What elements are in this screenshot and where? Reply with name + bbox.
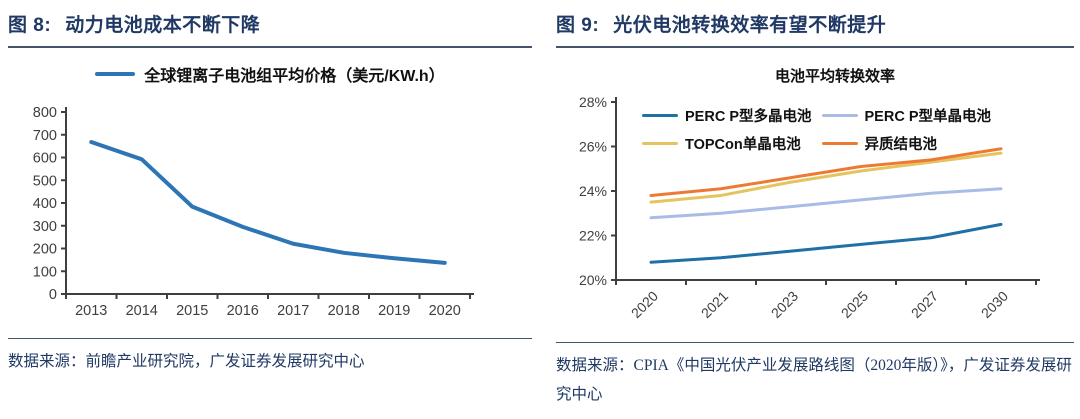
svg-text:20%: 20%	[579, 272, 607, 288]
figure-8-source: 数据来源：前瞻产业研究院，广发证券发展研究中心	[8, 338, 532, 377]
svg-text:2030: 2030	[978, 288, 1011, 321]
figure-9-source: 数据来源：CPIA《中国光伏产业发展路线图（2020年版）》，广发证券发展研究中…	[556, 342, 1074, 409]
battery-price-legend: 全球锂离子电池组平均价格（美元/KW.h）	[8, 62, 532, 86]
svg-text:26%: 26%	[579, 139, 607, 155]
svg-text:200: 200	[33, 242, 57, 258]
efficiency-chart-title: 电池平均转换效率	[774, 68, 895, 85]
svg-text:2020: 2020	[628, 288, 661, 321]
legend-item-hjt: 异质结电池	[821, 133, 992, 154]
legend-label: 全球锂离子电池组平均价格（美元/KW.h）	[144, 68, 445, 85]
legend-label: TOPCon单晶电池	[685, 137, 801, 153]
svg-text:800: 800	[33, 105, 57, 121]
legend-line-marker	[642, 114, 678, 117]
legend-item-perc-multi: PERC P型多晶电池	[642, 105, 812, 126]
legend-line-marker	[821, 142, 858, 145]
svg-text:2014: 2014	[126, 303, 158, 319]
legend-line-marker	[95, 72, 136, 76]
figure-8-panel: 图 8: 动力电池成本不断下降 全球锂离子电池组平均价格（美元/KW.h） 0 10…	[8, 8, 532, 412]
svg-text:22%: 22%	[579, 228, 607, 244]
legend-label: 异质结电池	[864, 137, 938, 153]
efficiency-line-chart: 20% 22% 24% 26% 28% 2020 2021 2023 2025 2027 2030	[579, 94, 1040, 321]
legend-item-topcon: TOPCon单晶电池	[642, 133, 812, 154]
svg-text:100: 100	[33, 264, 57, 280]
svg-text:2025: 2025	[838, 288, 871, 321]
legend-line-marker	[821, 114, 858, 117]
svg-text:2015: 2015	[176, 303, 208, 319]
svg-text:300: 300	[33, 219, 57, 235]
svg-text:0: 0	[49, 287, 57, 303]
figure-8-title: 动力电池成本不断下降	[65, 15, 261, 36]
svg-text:400: 400	[33, 196, 57, 212]
battery-price-line-chart: 0 100 200 300 400 500 600 700 800 2013 2014 2015 201…	[33, 105, 474, 319]
figure-8-label: 图 8:	[8, 15, 52, 36]
svg-text:2018: 2018	[328, 303, 360, 319]
figure-9-header: 图 9: 光伏电池转换效率有望不断提升	[556, 8, 1074, 48]
svg-text:2023: 2023	[768, 288, 801, 321]
svg-text:28%: 28%	[579, 94, 607, 110]
svg-text:2013: 2013	[75, 303, 107, 319]
figure-8-header: 图 8: 动力电池成本不断下降	[8, 8, 532, 48]
svg-text:2027: 2027	[908, 288, 941, 321]
legend-label: PERC P型多晶电池	[685, 109, 812, 125]
legend-line-marker	[642, 142, 678, 145]
efficiency-legend: PERC P型多晶电池 PERC P型单晶电池 TOPCon单晶电池 异质结电池	[642, 105, 991, 154]
svg-text:500: 500	[33, 173, 57, 189]
figure-9-panel: 图 9: 光伏电池转换效率有望不断提升 电池平均转换效率 20% 22% 24% 26%…	[556, 8, 1074, 412]
svg-text:2019: 2019	[378, 303, 410, 319]
svg-text:2017: 2017	[277, 303, 309, 319]
svg-text:24%: 24%	[579, 183, 607, 199]
svg-text:2016: 2016	[227, 303, 259, 319]
svg-text:2021: 2021	[698, 288, 731, 321]
svg-text:600: 600	[33, 151, 57, 167]
legend-label: PERC P型单晶电池	[864, 109, 992, 125]
svg-text:2020: 2020	[429, 303, 461, 319]
svg-text:700: 700	[33, 128, 57, 144]
figure-9-label: 图 9:	[556, 15, 600, 36]
legend-item-perc-mono: PERC P型单晶电池	[821, 105, 992, 126]
figure-9-title: 光伏电池转换效率有望不断提升	[613, 15, 887, 36]
